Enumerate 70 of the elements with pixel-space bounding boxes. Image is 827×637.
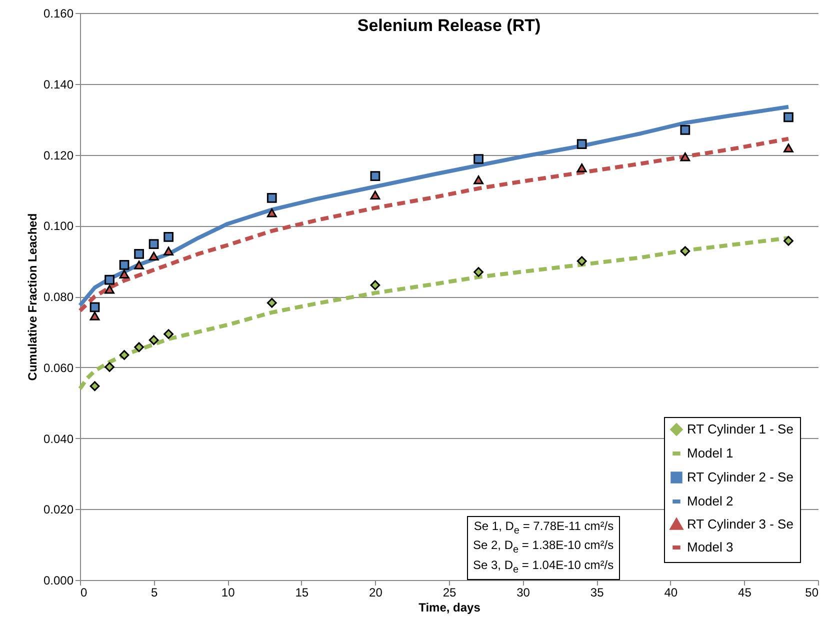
x-tick-label: 40 bbox=[664, 586, 678, 600]
y-axis-title: Cumulative Fraction Leached bbox=[25, 213, 40, 381]
point bbox=[164, 329, 174, 339]
x-tick-label: 50 bbox=[805, 586, 819, 600]
x-tick-label: 30 bbox=[516, 586, 530, 600]
point bbox=[90, 302, 100, 312]
annotation: Se 3, D$_{e}$ = 1.04E-10 cm²/s bbox=[473, 558, 614, 578]
point bbox=[370, 190, 380, 200]
point bbox=[164, 246, 174, 256]
y-tick-label: 0.080 bbox=[43, 290, 74, 304]
point bbox=[266, 208, 277, 218]
point bbox=[474, 267, 484, 277]
x-axis-title: Time, days bbox=[418, 600, 481, 614]
y-tick-label: 0.020 bbox=[43, 502, 74, 517]
point bbox=[104, 362, 114, 372]
x-tick-label: 15 bbox=[295, 586, 309, 600]
point bbox=[784, 144, 794, 152]
point bbox=[134, 249, 144, 259]
point bbox=[266, 298, 277, 308]
x-tick-label: 5 bbox=[150, 586, 158, 600]
y-tick-label: 0.120 bbox=[43, 148, 74, 162]
point bbox=[784, 236, 794, 246]
legend-label: Model 3 bbox=[687, 540, 734, 554]
x-tick-label: 45 bbox=[738, 586, 752, 600]
point bbox=[90, 381, 100, 392]
x-tick-label: 10 bbox=[221, 586, 236, 600]
point bbox=[680, 125, 690, 135]
point bbox=[90, 312, 100, 320]
point bbox=[148, 239, 159, 249]
point bbox=[148, 252, 159, 260]
point bbox=[104, 274, 114, 285]
line-series bbox=[78, 104, 790, 308]
point bbox=[680, 152, 690, 162]
annotation: Se 2, D$_{e}$ = 1.38E-10 cm²/s bbox=[473, 538, 614, 558]
y-tick-label: 0.100 bbox=[43, 219, 74, 234]
point bbox=[370, 280, 380, 290]
chart-title: Selenium Release (RT) bbox=[357, 16, 541, 35]
line-series bbox=[78, 136, 790, 313]
y-tick-label: 0.160 bbox=[43, 6, 74, 20]
point bbox=[119, 350, 130, 360]
legend-label: Model 1 bbox=[687, 446, 734, 460]
point bbox=[134, 260, 144, 270]
x-tick-label: 25 bbox=[442, 586, 456, 600]
point bbox=[148, 335, 159, 346]
point bbox=[474, 154, 484, 164]
y-tick-label: 0.060 bbox=[43, 360, 74, 375]
point bbox=[119, 270, 130, 279]
point bbox=[576, 139, 587, 150]
x-tick-label: 35 bbox=[590, 586, 604, 600]
x-tick-label: 20 bbox=[369, 586, 383, 600]
legend-label: RT Cylinder 3 - Se bbox=[687, 516, 794, 532]
point bbox=[119, 260, 130, 270]
point bbox=[474, 176, 484, 184]
x-tick-label: 0 bbox=[80, 586, 88, 600]
point bbox=[680, 246, 690, 256]
legend-label: Model 2 bbox=[687, 494, 734, 508]
point bbox=[164, 232, 174, 242]
point bbox=[370, 171, 380, 181]
y-tick-label: 0.040 bbox=[43, 432, 74, 446]
point bbox=[134, 342, 144, 352]
y-tick-label: 0.140 bbox=[43, 77, 74, 92]
legend-label: RT Cylinder 2 - Se bbox=[687, 470, 794, 484]
point bbox=[576, 256, 587, 266]
point bbox=[266, 193, 277, 203]
point bbox=[576, 163, 587, 172]
point bbox=[784, 112, 794, 122]
y-tick-label: 0.000 bbox=[43, 574, 74, 588]
point bbox=[104, 285, 114, 294]
annotation: Se 1, D$_{e}$ = 7.78E-11 cm²/s bbox=[473, 519, 614, 538]
legend-label: RT Cylinder 1 - Se bbox=[687, 422, 794, 436]
